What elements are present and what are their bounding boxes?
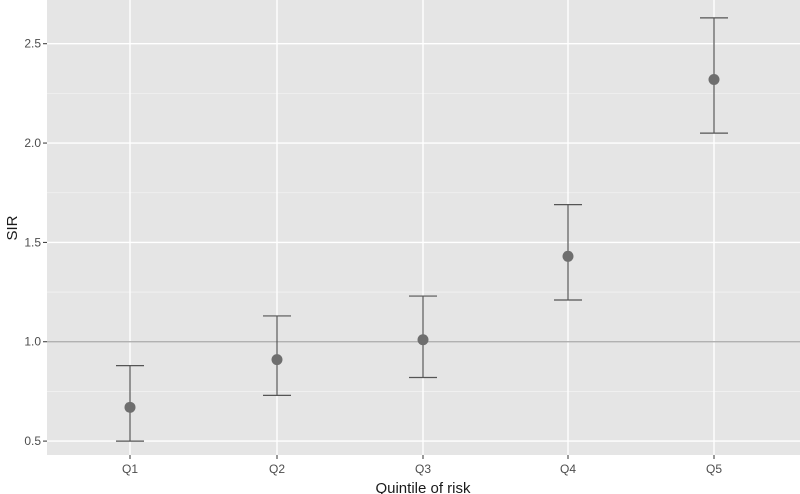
data-point	[562, 250, 574, 262]
data-point	[271, 354, 283, 366]
y-tick-label: 1.0	[24, 335, 41, 349]
y-tick-label: 0.5	[24, 434, 41, 448]
y-tick-label: 2.0	[24, 136, 41, 150]
x-tick-label: Q5	[706, 462, 722, 476]
data-points	[124, 73, 720, 413]
y-axis: 0.5 1.0 1.5 2.0 2.5	[24, 37, 47, 448]
data-point	[708, 73, 720, 85]
data-point	[124, 401, 136, 413]
x-axis-title: Quintile of risk	[375, 480, 471, 494]
x-tick-label: Q2	[269, 462, 285, 476]
data-point	[417, 334, 429, 346]
y-tick-label: 1.5	[24, 235, 41, 249]
y-axis-title: SIR	[4, 215, 21, 240]
x-tick-label: Q4	[560, 462, 576, 476]
x-tick-label: Q1	[122, 462, 138, 476]
x-tick-label: Q3	[415, 462, 431, 476]
x-axis: Q1 Q2 Q3 Q4 Q5	[122, 455, 722, 476]
y-tick-label: 2.5	[24, 37, 41, 51]
